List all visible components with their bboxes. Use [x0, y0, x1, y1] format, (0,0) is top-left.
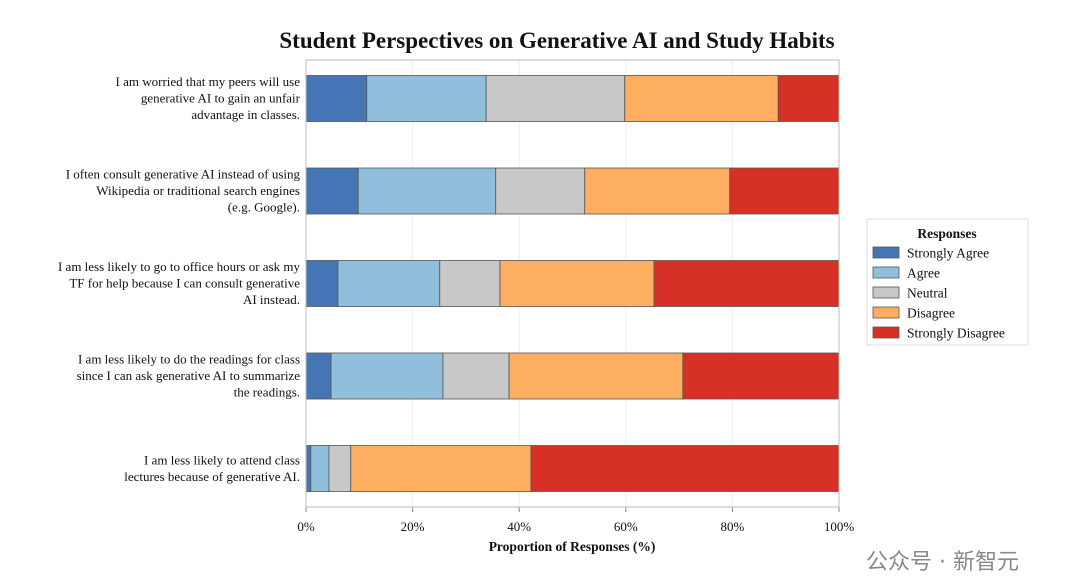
x-axis-label: Proportion of Responses (%) — [489, 539, 656, 554]
y-tick-label: advantage in classes. — [191, 107, 300, 122]
y-tick-label: I am less likely to attend class — [144, 452, 300, 467]
x-tick-label: 80% — [720, 519, 744, 534]
watermark: 公众号 · 新智元 — [866, 550, 1019, 575]
y-tick-label: Wikipedia or traditional search engines — [96, 183, 300, 198]
bar-strongly-disagree — [653, 260, 840, 307]
x-tick-label: 100% — [824, 519, 855, 534]
bar-agree — [337, 260, 441, 307]
legend-swatch — [872, 326, 900, 339]
bar-strongly-disagree — [729, 167, 840, 215]
chart-title: Student Perspectives on Generative AI an… — [279, 28, 834, 53]
bar-neutral — [442, 352, 510, 400]
bar-neutral — [485, 75, 626, 122]
y-tick-label: I am worried that my peers will use — [116, 74, 301, 89]
legend-label: Disagree — [907, 306, 955, 321]
x-axis-ticks: 0% 20% 40% 60% 80% 100% — [297, 507, 854, 534]
y-tick-label: I am less likely to go to office hours o… — [58, 259, 301, 274]
bar-strongly-agree — [305, 75, 368, 122]
y-tick-label: (e.g. Google). — [228, 200, 300, 215]
bar-disagree — [624, 75, 779, 122]
bar-strongly-agree — [305, 167, 359, 215]
bar-neutral — [328, 445, 352, 492]
bar-agree — [330, 352, 444, 400]
bar-neutral — [439, 260, 501, 307]
bar-strongly-disagree — [682, 352, 840, 400]
bar-strongly-agree — [305, 352, 332, 400]
legend-label: Agree — [907, 266, 940, 281]
bars — [305, 75, 840, 492]
bar-disagree — [499, 260, 655, 307]
y-axis-labels: I am worried that my peers will use gener… — [58, 74, 301, 484]
y-tick-label: AI instead. — [243, 292, 300, 307]
y-tick-label: generative AI to gain an unfair — [141, 91, 301, 106]
x-tick-label: 0% — [297, 519, 315, 534]
bar-strongly-disagree — [777, 75, 840, 122]
y-tick-label: since I can ask generative AI to summari… — [77, 368, 301, 383]
plot-frame — [305, 59, 840, 508]
legend-box — [866, 218, 1029, 346]
y-tick-label: the readings. — [234, 385, 300, 400]
bar-agree — [310, 445, 330, 492]
bar-disagree — [584, 167, 731, 215]
y-tick-label: I often consult generative AI instead of… — [66, 167, 301, 182]
bar-neutral — [495, 167, 586, 215]
legend-swatch — [872, 266, 900, 279]
bar-strongly-agree — [305, 260, 339, 307]
bar-agree — [357, 167, 497, 215]
x-tick-label: 20% — [401, 519, 425, 534]
x-tick-label: 40% — [507, 519, 531, 534]
legend-swatch — [872, 286, 900, 299]
y-tick-label: lectures because of generative AI. — [124, 469, 300, 484]
legend-swatch — [872, 306, 900, 319]
bar-agree — [366, 75, 487, 122]
x-tick-label: 60% — [614, 519, 638, 534]
bar-strongly-disagree — [530, 445, 840, 492]
y-tick-label: TF for help because I can consult genera… — [69, 276, 300, 291]
legend: Responses Strongly Agree Agree Neutral Disa… — [866, 218, 1029, 346]
bar-disagree — [508, 352, 684, 400]
bar-disagree — [350, 445, 532, 492]
bar-strongly-agree — [305, 445, 312, 492]
legend-label: Neutral — [907, 286, 948, 301]
legend-title: Responses — [917, 226, 976, 241]
legend-label: Strongly Disagree — [907, 326, 1005, 341]
y-tick-label: I am less likely to do the readings for … — [78, 352, 300, 367]
legend-label: Strongly Agree — [907, 246, 989, 261]
legend-swatch — [872, 246, 900, 259]
